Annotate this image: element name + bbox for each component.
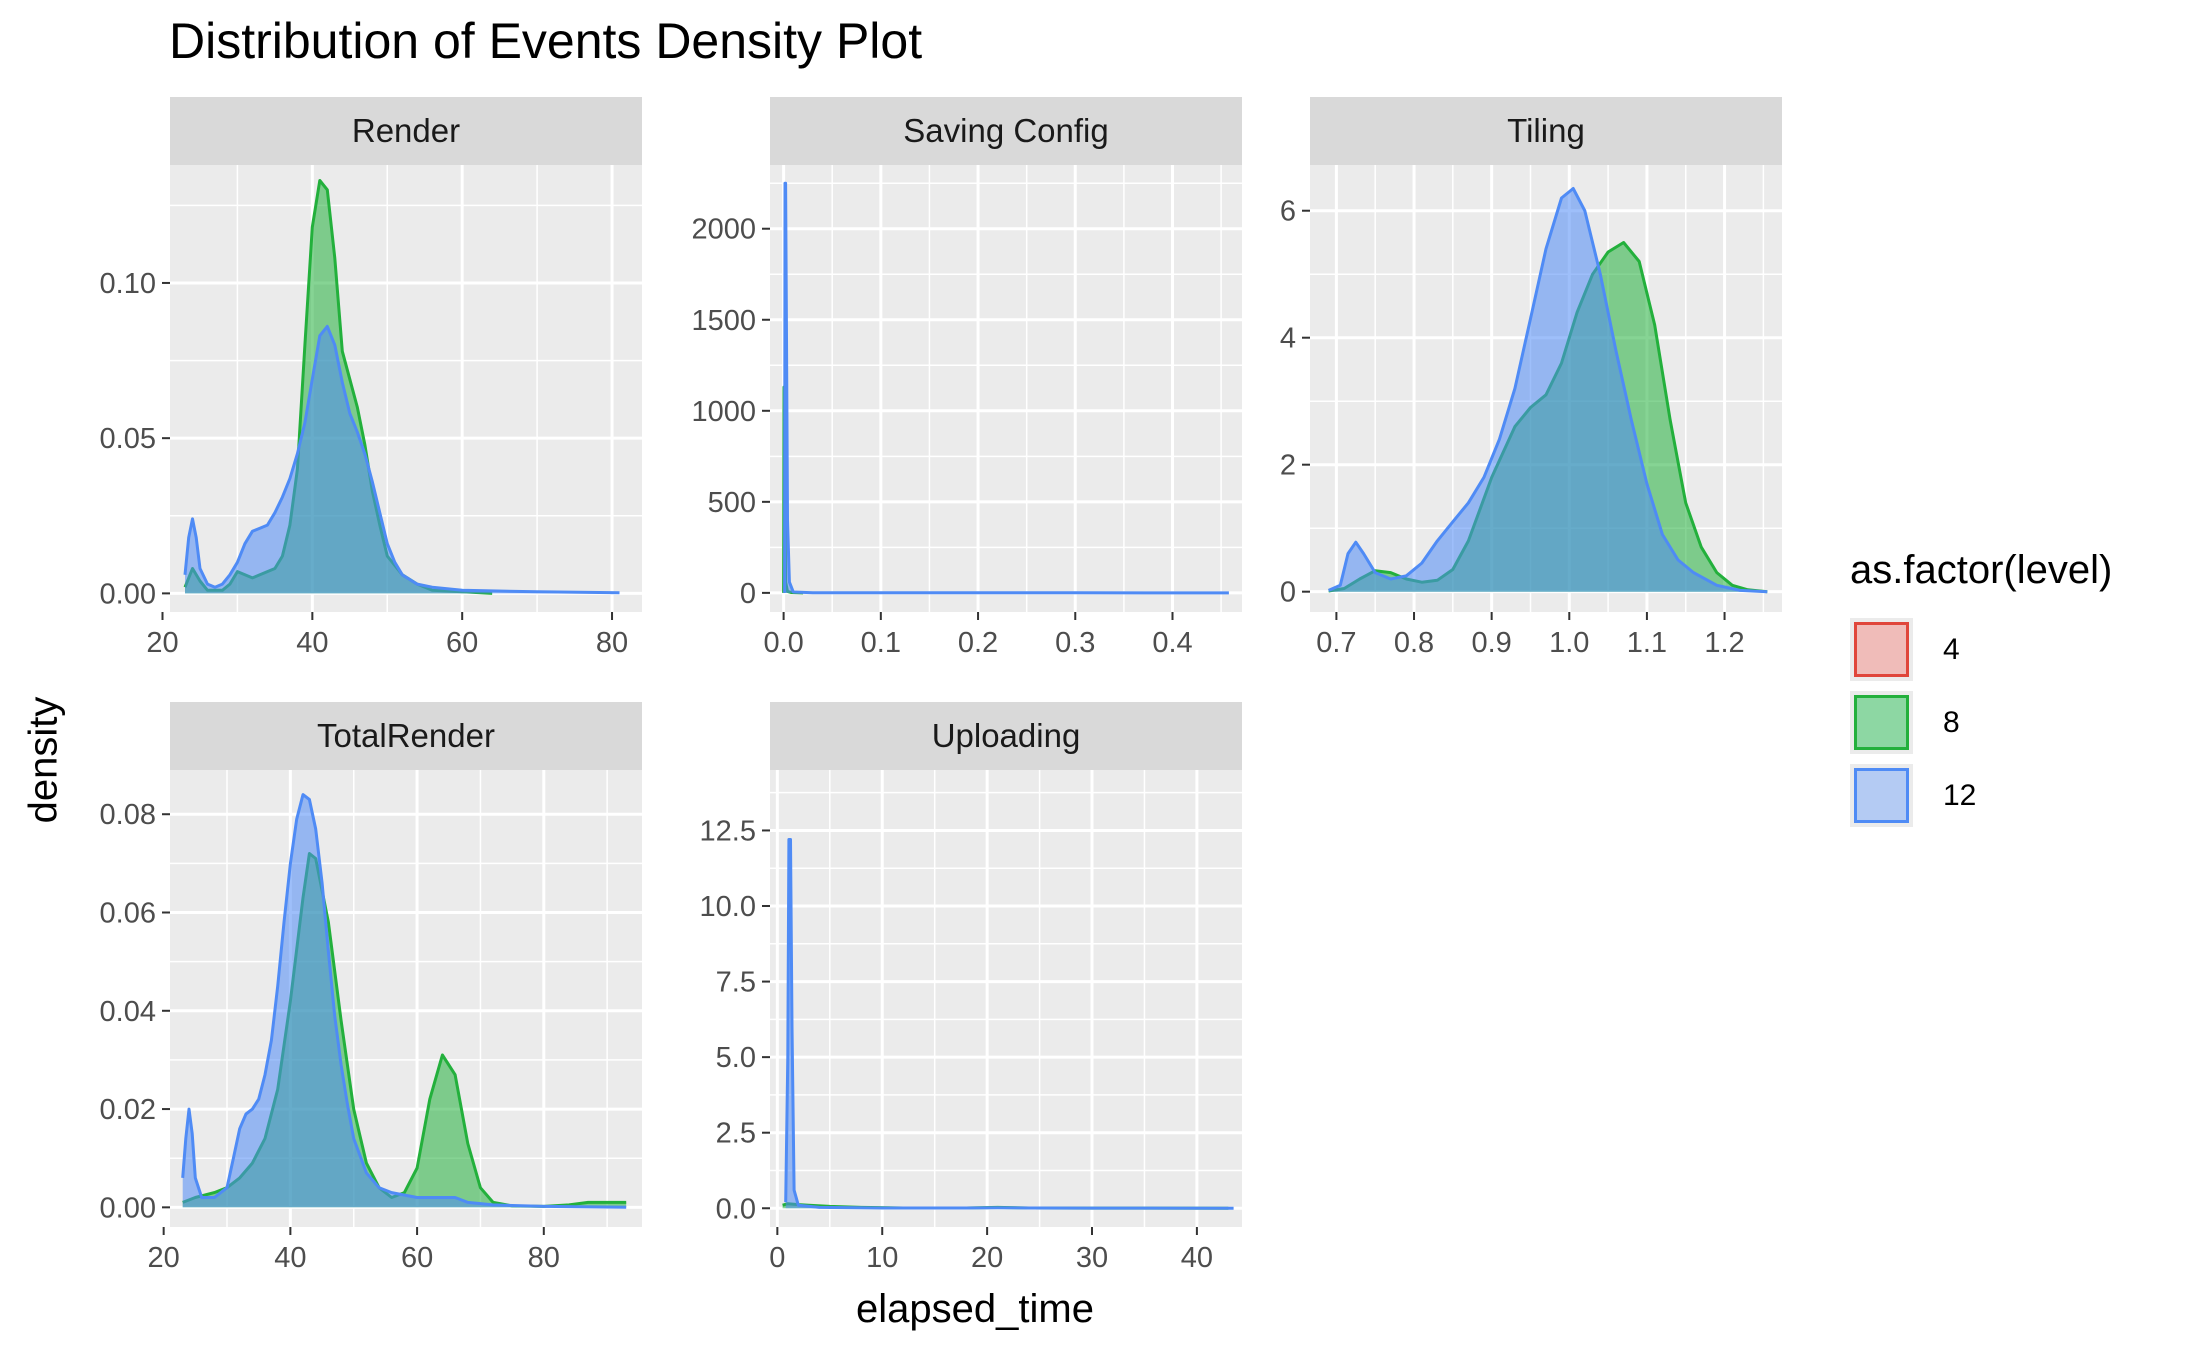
x-tick-label: 0.0 xyxy=(763,627,803,659)
legend-label-4: 4 xyxy=(1943,632,1960,666)
facet-strip xyxy=(770,702,1242,770)
x-tick-label: 80 xyxy=(528,1242,560,1274)
facet-render: Render 20 40 60 80 0.00 0.05 0.10 xyxy=(100,97,642,659)
x-tick-label: 0.8 xyxy=(1394,627,1434,659)
legend-label-8: 8 xyxy=(1943,705,1960,739)
y-axis-title: density xyxy=(21,696,66,824)
x-tick-label: 1.0 xyxy=(1549,627,1589,659)
facet-tiling: Tiling 0.7 0.8 0.9 1.0 1.1 1.2 0 2 4 6 xyxy=(1280,97,1782,659)
x-tick-label: 1.1 xyxy=(1627,627,1667,659)
legend-label-12: 12 xyxy=(1943,778,1977,812)
y-tick-label: 5.0 xyxy=(716,1042,756,1074)
x-tick-label: 0.4 xyxy=(1152,627,1192,659)
y-tick-label: 0.00 xyxy=(100,1192,156,1224)
legend-title: as.factor(level) xyxy=(1850,548,2113,592)
y-tick-label: 1500 xyxy=(691,305,756,337)
facet-uploading: Uploading 0 10 20 30 40 0.0 2.5 5.0 7.5 10.0 12.5 xyxy=(700,702,1242,1274)
facet-strip xyxy=(1310,97,1782,165)
panel-background xyxy=(770,770,1242,1227)
legend-key-12 xyxy=(1850,764,1913,827)
x-tick-label: 0.1 xyxy=(861,627,901,659)
x-axis-title: elapsed_time xyxy=(856,1287,1094,1331)
x-tick-label: 60 xyxy=(401,1242,433,1274)
legend-key-4 xyxy=(1850,618,1913,681)
legend-swatch-4 xyxy=(1854,622,1909,677)
panel-background xyxy=(770,165,1242,612)
facet-strip xyxy=(170,97,642,165)
x-tick-label: 1.2 xyxy=(1704,627,1744,659)
density-area-level-12 xyxy=(182,794,627,1208)
y-tick-label: 2 xyxy=(1280,450,1296,482)
y-tick-label: 6 xyxy=(1280,196,1296,228)
y-tick-label: 0.0 xyxy=(716,1193,756,1225)
x-tick-label: 0.9 xyxy=(1471,627,1511,659)
x-tick-label: 10 xyxy=(866,1242,898,1274)
x-tick-label: 0.7 xyxy=(1316,627,1356,659)
x-tick-label: 0.3 xyxy=(1055,627,1095,659)
legend-item-8: 8 xyxy=(1850,686,2112,759)
density-area-level-12 xyxy=(1328,188,1768,592)
chart-title: Distribution of Events Density Plot xyxy=(169,13,923,69)
density-line-level-12 xyxy=(183,324,620,595)
density-line-level-12 xyxy=(783,181,1229,595)
x-tick-label: 40 xyxy=(274,1242,306,1274)
y-tick-label: 500 xyxy=(708,487,756,519)
y-tick-label: 0.10 xyxy=(100,268,156,300)
legend-key-8 xyxy=(1850,691,1913,754)
y-tick-label: 0 xyxy=(740,578,756,610)
legend-item-12: 12 xyxy=(1850,759,2112,832)
x-tick-label: 40 xyxy=(1181,1242,1213,1274)
facet-strip xyxy=(170,702,642,770)
x-tick-label: 30 xyxy=(1076,1242,1108,1274)
y-tick-label: 0.00 xyxy=(100,578,156,610)
facet-strip-label: Render xyxy=(352,112,460,149)
x-tick-label: 80 xyxy=(596,627,628,659)
density-area-level-12 xyxy=(185,326,620,594)
x-tick-label: 0.2 xyxy=(958,627,998,659)
x-tick-label: 20 xyxy=(971,1242,1003,1274)
y-tick-label: 10.0 xyxy=(700,891,756,923)
y-tick-label: 0.02 xyxy=(100,1094,156,1126)
facet-strip-label: Uploading xyxy=(932,717,1081,754)
y-tick-label: 7.5 xyxy=(716,967,756,999)
x-tick-label: 0 xyxy=(769,1242,785,1274)
facet-strip-label: TotalRender xyxy=(317,717,495,754)
density-line-level-12 xyxy=(181,793,627,1209)
y-tick-label: 0 xyxy=(1280,577,1296,609)
y-tick-label: 0.06 xyxy=(100,898,156,930)
x-tick-label: 20 xyxy=(148,1242,180,1274)
facet-strip xyxy=(770,97,1242,165)
y-tick-label: 2000 xyxy=(691,214,756,246)
facet-strip-label: Tiling xyxy=(1507,112,1585,149)
y-tick-label: 0.08 xyxy=(100,799,156,831)
facet-strip-label: Saving Config xyxy=(903,112,1108,149)
facet-saving-config: Saving Config 0.0 0.1 0.2 0.3 0.4 0 500 1000 1500… xyxy=(691,97,1242,659)
density-line-level-12 xyxy=(784,838,1234,1210)
density-line-level-12 xyxy=(1328,187,1768,594)
x-tick-label: 20 xyxy=(146,627,178,659)
x-tick-label: 40 xyxy=(296,627,328,659)
y-tick-label: 1000 xyxy=(691,396,756,428)
y-tick-label: 0.05 xyxy=(100,423,156,455)
y-tick-label: 12.5 xyxy=(700,815,756,847)
y-tick-label: 2.5 xyxy=(716,1118,756,1150)
legend: as.factor(level) 4 8 12 xyxy=(1850,548,2112,832)
y-tick-label: 0.04 xyxy=(100,996,156,1028)
y-tick-label: 4 xyxy=(1280,323,1296,355)
x-tick-label: 60 xyxy=(446,627,478,659)
legend-item-4: 4 xyxy=(1850,613,2112,686)
facet-totalrender: TotalRender 20 40 60 80 0.00 0.02 0.04 0.06 0.08 xyxy=(100,702,642,1274)
legend-swatch-12 xyxy=(1854,768,1909,823)
panel-background xyxy=(170,165,642,612)
legend-swatch-8 xyxy=(1854,695,1909,750)
